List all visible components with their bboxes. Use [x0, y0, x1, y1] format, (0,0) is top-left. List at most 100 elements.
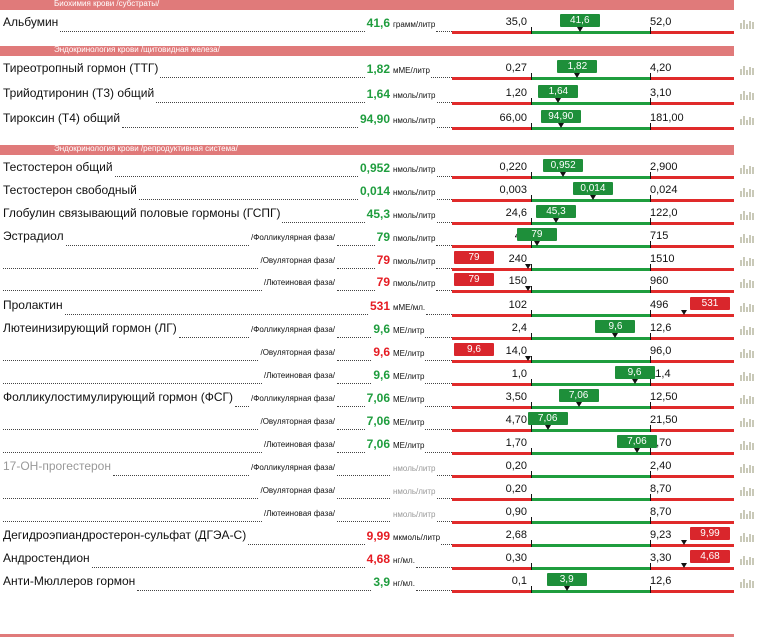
history-chart-icon[interactable]: [740, 187, 754, 197]
history-chart-icon[interactable]: [740, 532, 754, 542]
unit-label: нмоль/литр: [393, 91, 436, 100]
range-bar-segment: [452, 77, 531, 80]
range-tick: [531, 379, 532, 386]
chart-icon-bar: [752, 512, 754, 519]
range-bar-segment: [650, 31, 734, 34]
range-high: 11,4: [650, 368, 671, 380]
range-bar-segment: [650, 268, 734, 271]
result-row: Анти-Мюллеров гормон 3,9 нг/мл. 0,1 12,6 3,9: [0, 572, 770, 595]
range-bar-segment: [452, 360, 531, 363]
chart-icon-bar: [752, 466, 754, 473]
chart-icon-bar: [746, 215, 748, 220]
chart-icon-bar: [749, 396, 751, 404]
history-chart-icon[interactable]: [740, 325, 754, 335]
range-high: 52,0: [650, 16, 672, 28]
unit-label: пмоль/литр: [393, 279, 436, 288]
result-badge: 79: [516, 228, 557, 241]
chart-icon-bar: [743, 66, 745, 75]
history-chart-icon[interactable]: [740, 509, 754, 519]
chart-icon-bar: [752, 167, 754, 174]
range-low: 1,0: [511, 368, 527, 380]
range-bar-segment: [531, 314, 650, 317]
range-bar-segment: [452, 127, 531, 130]
chart-icon-bar: [740, 444, 742, 450]
chart-icon-bar: [749, 304, 751, 312]
range-tick: [531, 540, 532, 547]
history-chart-icon[interactable]: [740, 19, 754, 29]
unit-label: нг/мл.: [393, 556, 415, 565]
history-chart-icon[interactable]: [740, 278, 754, 288]
chart-icon-bar: [749, 465, 751, 473]
history-chart-icon[interactable]: [740, 210, 754, 220]
range-tick: [650, 356, 651, 363]
range-tick: [531, 98, 532, 105]
range-bar-segment: [531, 31, 650, 34]
history-chart-icon[interactable]: [740, 233, 754, 243]
history-chart-icon[interactable]: [740, 463, 754, 473]
chart-icon-bar: [743, 326, 745, 335]
history-chart-icon[interactable]: [740, 302, 754, 312]
chart-icon-bar: [743, 510, 745, 519]
chart-icon-bar: [752, 213, 754, 220]
chart-icon-bar: [743, 91, 745, 100]
unit-label: пмоль/литр: [393, 234, 436, 243]
range-bar-segment: [452, 567, 531, 570]
history-chart-icon[interactable]: [740, 90, 754, 100]
history-chart-icon[interactable]: [740, 578, 754, 588]
chart-icon-bar: [740, 421, 742, 427]
dot-leader: [112, 475, 250, 476]
value-pointer: [681, 540, 687, 545]
chart-icon-bar: [743, 188, 745, 197]
range-bar-segment: [650, 406, 734, 409]
result-row: Тестостерон свободный 0,014 нмоль/литр 0,00…: [0, 181, 770, 204]
chart-icon-bar: [740, 490, 742, 496]
range-bar-segment: [650, 290, 734, 293]
result-badge: 531: [690, 297, 730, 310]
history-chart-icon[interactable]: [740, 440, 754, 450]
chart-icon-bar: [743, 211, 745, 220]
range-low: 0,003: [499, 184, 527, 196]
chart-icon-bar: [740, 375, 742, 381]
history-chart-icon[interactable]: [740, 555, 754, 565]
history-chart-icon[interactable]: [740, 394, 754, 404]
range-bar-segment: [452, 521, 531, 524]
chart-icon-bar: [740, 23, 742, 29]
value-pointer: [576, 27, 583, 32]
phase-label: /Фолликулярная фаза/: [251, 233, 335, 242]
dot-leader: [337, 406, 365, 407]
range-high: 3,30: [650, 552, 672, 564]
range-tick: [531, 195, 532, 202]
history-chart-icon[interactable]: [740, 164, 754, 174]
history-chart-icon[interactable]: [740, 486, 754, 496]
value-pointer: [631, 379, 638, 384]
history-chart-icon[interactable]: [740, 417, 754, 427]
result-badge: 4,68: [690, 550, 730, 563]
chart-icon-bar: [740, 260, 742, 266]
range-low: 0,27: [505, 62, 527, 74]
range-bar-segment: [531, 337, 650, 340]
chart-icon-bar: [749, 327, 751, 335]
range-bar-segment: [452, 452, 531, 455]
chart-icon-bar: [746, 238, 748, 243]
result-badge: 9,6: [614, 366, 655, 379]
range-tick: [531, 286, 532, 293]
unit-label: МЕ/литр: [393, 349, 425, 358]
range-tick: [650, 563, 651, 570]
range-low: 0,20: [505, 483, 527, 495]
history-chart-icon[interactable]: [740, 115, 754, 125]
history-chart-icon[interactable]: [740, 348, 754, 358]
range-bar-segment: [531, 475, 650, 478]
history-chart-icon[interactable]: [740, 371, 754, 381]
chart-icon-bar: [743, 418, 745, 427]
range-low: 2,4: [511, 322, 527, 334]
result-value: 9,6: [373, 322, 390, 336]
range-tick: [650, 310, 651, 317]
range-bar-segment: [531, 77, 650, 80]
history-chart-icon[interactable]: [740, 65, 754, 75]
chart-icon-bar: [749, 511, 751, 519]
result-badge: 0,014: [572, 182, 613, 195]
value-pointer: [525, 286, 531, 291]
phase-label: /Лютеиновая фаза/: [263, 278, 335, 287]
dot-leader: [65, 245, 250, 246]
history-chart-icon[interactable]: [740, 256, 754, 266]
